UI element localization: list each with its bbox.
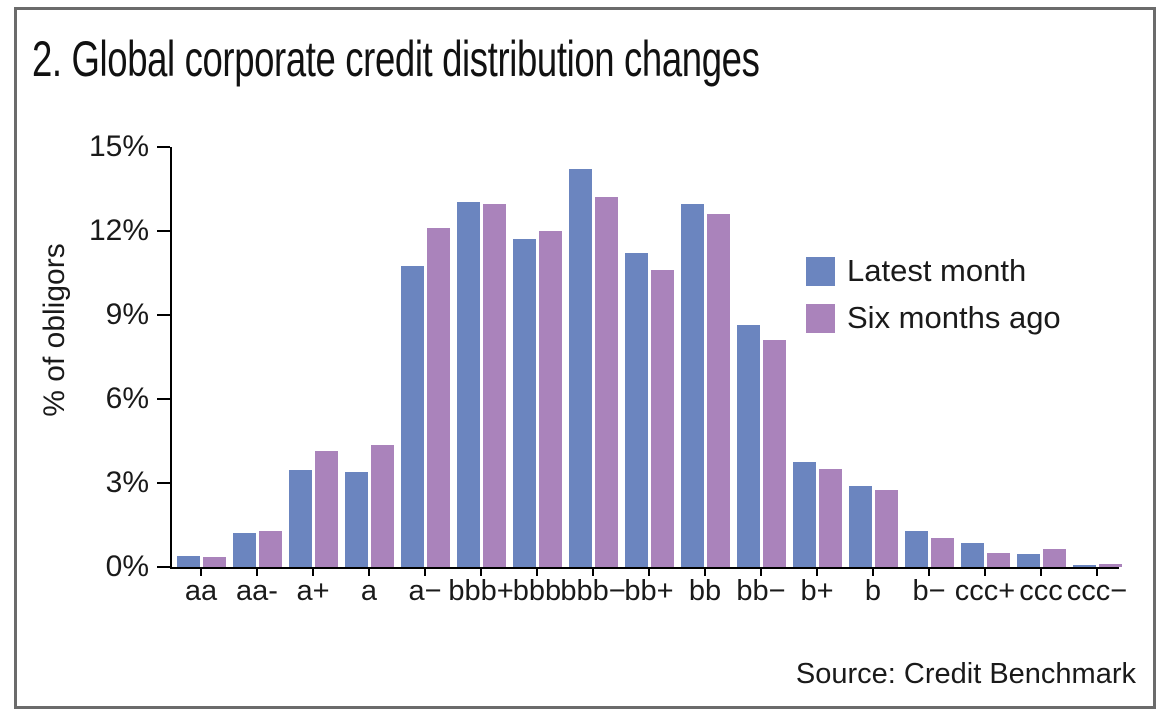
- bar-six-months-ago-bb+: [651, 270, 674, 567]
- x-axis-category-label: b−: [912, 575, 946, 607]
- bar-latest-month-ccc−: [1073, 565, 1096, 567]
- bar-six-months-ago-a+: [315, 451, 338, 567]
- chart-title: 2. Global corporate credit distribution …: [32, 31, 760, 87]
- source-attribution: Source: Credit Benchmark: [795, 658, 1136, 690]
- y-axis-tick-label: 3%: [105, 466, 149, 499]
- x-axis-tick: [312, 567, 314, 576]
- bar-latest-month-b: [849, 486, 872, 567]
- x-axis-tick: [480, 567, 482, 576]
- x-axis-tick: [816, 567, 818, 576]
- bar-latest-month-b−: [905, 531, 928, 567]
- x-axis-tick: [200, 567, 202, 576]
- bar-six-months-ago-bb: [707, 214, 730, 567]
- y-axis-tick-label: 6%: [105, 382, 149, 415]
- bar-six-months-ago-ccc−: [1099, 564, 1122, 567]
- x-axis-category-label: a: [360, 575, 378, 607]
- x-axis-tick: [760, 567, 762, 576]
- bar-latest-month-aa-: [233, 533, 256, 567]
- y-axis-tick-label: 0%: [105, 550, 149, 583]
- bar-latest-month-a−: [401, 266, 424, 567]
- x-axis-tick: [648, 567, 650, 576]
- bar-six-months-ago-bbb: [539, 231, 562, 567]
- x-axis-tick: [536, 567, 538, 576]
- legend-item-six-months-ago: Six months ago: [806, 300, 1061, 335]
- x-axis-tick: [592, 567, 594, 576]
- bar-latest-month-ccc+: [961, 543, 984, 567]
- bar-six-months-ago-b+: [819, 469, 842, 567]
- bar-latest-month-bbb−: [569, 169, 592, 567]
- bar-six-months-ago-a: [371, 445, 394, 567]
- x-axis-category-label: ccc: [1019, 575, 1063, 607]
- x-axis-category-label: b+: [800, 575, 834, 607]
- bar-latest-month-a: [345, 472, 368, 567]
- x-axis-tick: [1040, 567, 1042, 576]
- x-axis-tick: [872, 567, 874, 576]
- bar-latest-month-a+: [289, 470, 312, 567]
- x-axis-category-label: ccc+: [954, 575, 1016, 607]
- y-axis-tick: [157, 566, 170, 568]
- x-axis-category-label: b: [864, 575, 882, 607]
- x-axis-category-label: aa: [184, 575, 218, 607]
- x-axis-category-label: bbb+: [448, 575, 514, 607]
- x-axis-category-label: a−: [408, 575, 442, 607]
- bar-latest-month-ccc: [1017, 554, 1040, 567]
- x-axis-tick: [704, 567, 706, 576]
- y-axis-tick: [157, 314, 170, 316]
- x-axis-tick: [424, 567, 426, 576]
- y-axis-tick: [157, 398, 170, 400]
- bar-six-months-ago-bb−: [763, 340, 786, 567]
- y-axis-tick-label: 9%: [105, 298, 149, 331]
- bar-six-months-ago-b: [875, 490, 898, 567]
- legend-label: Six months ago: [847, 300, 1061, 335]
- bar-six-months-ago-bbb+: [483, 204, 506, 567]
- x-axis-category-label: bb−: [736, 575, 786, 607]
- latest-month-swatch: [806, 256, 835, 286]
- bar-six-months-ago-b−: [931, 538, 954, 567]
- x-axis-category-label: bbb: [512, 575, 562, 607]
- six-months-ago-swatch: [806, 303, 835, 333]
- bar-six-months-ago-ccc+: [987, 553, 1010, 567]
- x-axis-tick: [984, 567, 986, 576]
- x-axis-tick: [1096, 567, 1098, 576]
- y-axis-tick-label: 12%: [88, 214, 149, 247]
- x-axis-tick: [928, 567, 930, 576]
- bar-latest-month-bb+: [625, 253, 648, 567]
- bar-latest-month-bb: [681, 204, 704, 567]
- y-axis-tick: [157, 146, 170, 148]
- x-axis-category-label: a+: [296, 575, 330, 607]
- bar-six-months-ago-a−: [427, 228, 450, 567]
- legend: Latest month Six months ago: [806, 253, 1061, 350]
- bar-latest-month-bbb: [513, 239, 536, 567]
- legend-item-latest-month: Latest month: [806, 253, 1061, 288]
- bar-latest-month-bb−: [737, 325, 760, 567]
- bar-latest-month-aa: [177, 556, 200, 567]
- y-axis-tick: [157, 230, 170, 232]
- bar-latest-month-bbb+: [457, 202, 480, 567]
- bar-six-months-ago-aa: [203, 557, 226, 567]
- y-axis-tick: [157, 482, 170, 484]
- x-axis-tick: [368, 567, 370, 576]
- x-axis-category-label: aa-: [236, 575, 278, 607]
- x-axis-category-label: ccc−: [1066, 575, 1128, 607]
- x-axis-category-label: bb: [688, 575, 722, 607]
- bar-latest-month-b+: [793, 462, 816, 567]
- plot-area: 0% 3% 6% 9% 12% 15% aa aa-a+ a a− bbb+ bbb bbb− bb+ bb…: [89, 130, 1127, 607]
- legend-label: Latest month: [847, 253, 1027, 288]
- x-axis-category-label: bbb−: [560, 575, 626, 607]
- bar-six-months-ago-aa-: [259, 531, 282, 567]
- x-axis-tick: [256, 567, 258, 576]
- bar-six-months-ago-ccc: [1043, 549, 1066, 567]
- y-axis-tick-label: 15%: [88, 130, 149, 163]
- x-axis-category-label: bb+: [624, 575, 674, 607]
- bar-six-months-ago-bbb−: [595, 197, 618, 567]
